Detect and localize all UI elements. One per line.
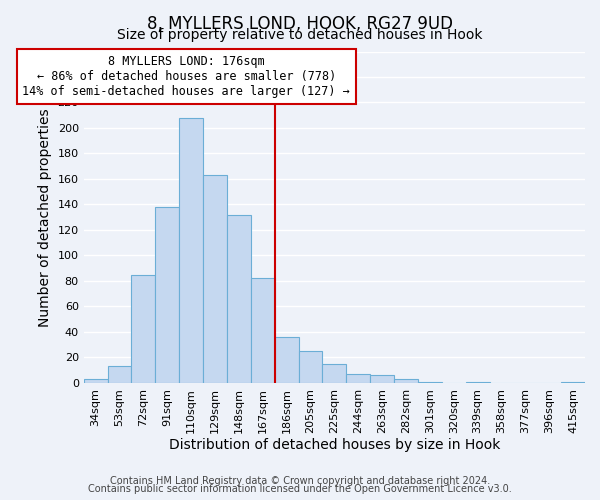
Bar: [179, 118, 203, 383]
X-axis label: Distribution of detached houses by size in Hook: Distribution of detached houses by size …: [169, 438, 500, 452]
Bar: [131, 274, 155, 383]
Bar: [299, 351, 322, 383]
Bar: [251, 278, 275, 383]
Bar: [346, 374, 370, 383]
Y-axis label: Number of detached properties: Number of detached properties: [38, 108, 52, 326]
Bar: [418, 382, 442, 383]
Bar: [370, 376, 394, 383]
Text: 8 MYLLERS LOND: 176sqm
← 86% of detached houses are smaller (778)
14% of semi-de: 8 MYLLERS LOND: 176sqm ← 86% of detached…: [22, 56, 350, 98]
Bar: [394, 379, 418, 383]
Bar: [107, 366, 131, 383]
Bar: [155, 207, 179, 383]
Bar: [275, 337, 299, 383]
Text: Contains public sector information licensed under the Open Government Licence v3: Contains public sector information licen…: [88, 484, 512, 494]
Bar: [83, 379, 107, 383]
Text: Size of property relative to detached houses in Hook: Size of property relative to detached ho…: [117, 28, 483, 42]
Bar: [227, 214, 251, 383]
Text: Contains HM Land Registry data © Crown copyright and database right 2024.: Contains HM Land Registry data © Crown c…: [110, 476, 490, 486]
Bar: [466, 382, 490, 383]
Bar: [561, 382, 585, 383]
Bar: [203, 175, 227, 383]
Text: 8, MYLLERS LOND, HOOK, RG27 9UD: 8, MYLLERS LOND, HOOK, RG27 9UD: [147, 15, 453, 33]
Bar: [322, 364, 346, 383]
